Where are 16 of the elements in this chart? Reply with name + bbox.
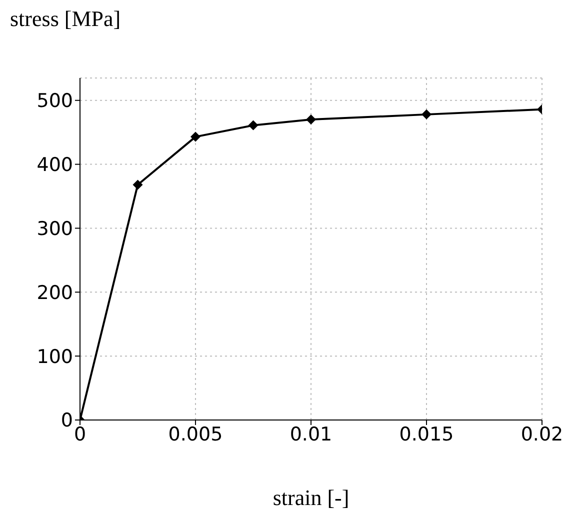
y-tick-label: 200 bbox=[36, 282, 73, 304]
y-axis-title: stress [MPa] bbox=[10, 6, 121, 32]
y-tick-label: 500 bbox=[36, 90, 73, 112]
point bbox=[132, 180, 143, 190]
x-tick-label: 0.01 bbox=[290, 423, 332, 446]
point bbox=[190, 132, 200, 142]
x-tick-label: 0.015 bbox=[399, 423, 454, 446]
x-tick-label: 0.02 bbox=[520, 423, 564, 446]
point bbox=[248, 120, 258, 130]
point bbox=[422, 109, 432, 120]
y-tick-label: 400 bbox=[36, 154, 73, 176]
y-tick-label: 100 bbox=[36, 346, 73, 368]
x-tick-label: 0.005 bbox=[168, 423, 223, 446]
point bbox=[306, 114, 316, 125]
x-axis-title: strain [-] bbox=[272, 485, 350, 511]
y-tick-label: 300 bbox=[36, 218, 73, 240]
